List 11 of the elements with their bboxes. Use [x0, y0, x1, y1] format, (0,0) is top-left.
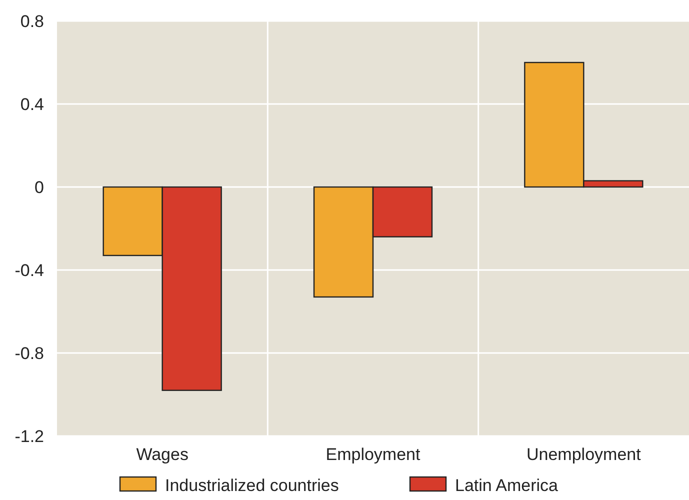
- legend-label: Industrialized countries: [165, 476, 339, 495]
- x-tick-label: Unemployment: [526, 445, 642, 464]
- x-tick-label: Wages: [136, 445, 188, 464]
- x-tick-label: Employment: [326, 445, 421, 464]
- y-tick-label: -0.8: [14, 344, 44, 363]
- y-tick-label: 0.8: [20, 12, 44, 31]
- y-tick-label: 0.4: [20, 94, 44, 114]
- y-tick-label: 0: [34, 178, 44, 197]
- y-tick-label: -1.2: [14, 426, 44, 446]
- y-tick-label: -0.4: [14, 260, 44, 280]
- legend-label: Latin America: [455, 476, 559, 495]
